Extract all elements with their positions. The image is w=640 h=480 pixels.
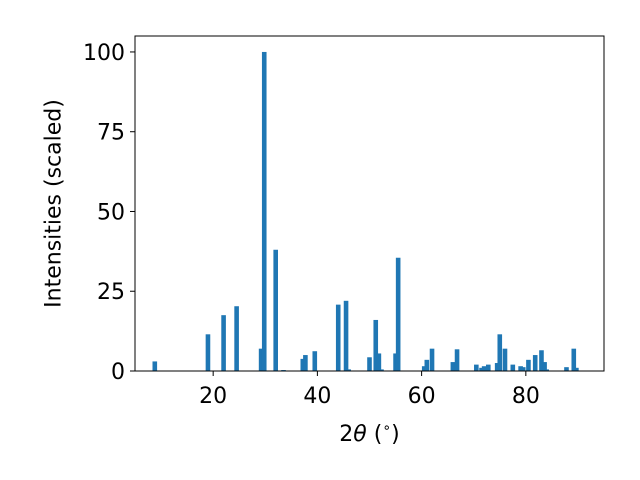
bar bbox=[373, 319, 379, 371]
bar bbox=[502, 348, 508, 371]
y-tick-label: 25 bbox=[97, 280, 125, 305]
bar bbox=[234, 306, 239, 371]
bar bbox=[221, 315, 226, 371]
bar bbox=[479, 367, 484, 371]
bar bbox=[312, 351, 318, 371]
bar bbox=[421, 366, 427, 371]
bar bbox=[454, 349, 460, 371]
bar bbox=[450, 362, 456, 371]
x-axis-label: 2θ (∘) bbox=[339, 420, 399, 447]
bar bbox=[424, 359, 430, 371]
bar bbox=[335, 304, 341, 371]
bar bbox=[497, 334, 503, 371]
x-tick-label: 60 bbox=[408, 384, 436, 409]
y-tick-label: 75 bbox=[97, 121, 125, 146]
bar bbox=[474, 364, 479, 371]
bar bbox=[539, 350, 544, 371]
bar bbox=[542, 362, 547, 371]
bar bbox=[258, 348, 264, 371]
y-axis-ticks: 0 25 50 75 100 bbox=[83, 41, 135, 385]
bar bbox=[486, 364, 491, 371]
x-axis-label-theta: θ bbox=[353, 422, 367, 447]
bar bbox=[518, 366, 523, 371]
bar bbox=[544, 369, 549, 371]
bar bbox=[303, 355, 308, 371]
bar bbox=[510, 364, 516, 371]
y-tick-label: 100 bbox=[83, 41, 125, 66]
bar bbox=[393, 353, 398, 371]
bar bbox=[300, 358, 306, 371]
bar bbox=[481, 366, 487, 371]
bar bbox=[395, 257, 401, 371]
bar bbox=[261, 51, 267, 371]
x-axis-ticks: 20 40 60 80 bbox=[199, 371, 540, 409]
x-tick-label: 40 bbox=[303, 384, 331, 409]
bar bbox=[532, 355, 538, 371]
bar bbox=[520, 367, 526, 371]
bar bbox=[346, 369, 351, 371]
bar bbox=[343, 300, 349, 371]
x-axis-label-close: ) bbox=[391, 422, 400, 447]
bar bbox=[526, 359, 531, 371]
plot-frame bbox=[134, 35, 605, 372]
x-axis-label-open: ( bbox=[367, 422, 383, 447]
bar bbox=[367, 357, 372, 371]
x-axis-label-degree: ∘ bbox=[382, 420, 391, 436]
y-tick-label: 50 bbox=[97, 200, 125, 225]
x-axis-label-prefix: 2 bbox=[339, 422, 353, 447]
y-tick-label: 0 bbox=[111, 360, 125, 385]
bar bbox=[376, 353, 382, 371]
x-tick-label: 20 bbox=[199, 384, 227, 409]
bar bbox=[205, 334, 211, 371]
bar bbox=[494, 363, 500, 371]
bar bbox=[379, 369, 384, 371]
bars-group bbox=[152, 51, 579, 371]
bar bbox=[574, 367, 579, 371]
bar bbox=[564, 367, 569, 371]
bar bbox=[152, 361, 158, 371]
bar bbox=[273, 249, 278, 371]
bar bbox=[571, 348, 577, 371]
x-tick-label: 80 bbox=[512, 384, 540, 409]
y-axis-label: Intensities (scaled) bbox=[42, 99, 67, 308]
bar bbox=[429, 348, 435, 371]
